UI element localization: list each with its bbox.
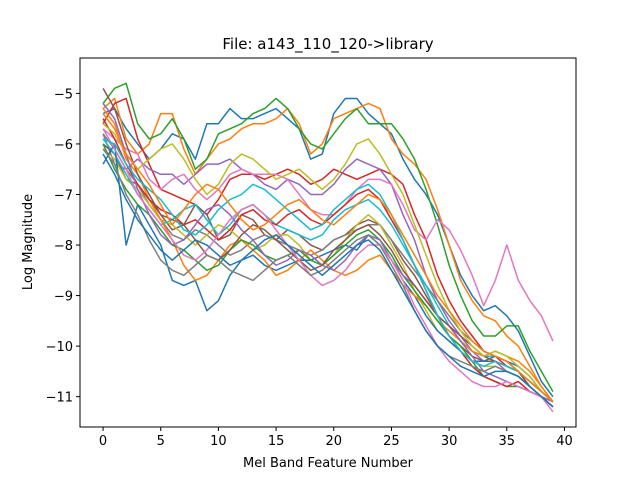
x-tick-label: 40: [556, 434, 573, 449]
series-line-21: [102, 153, 554, 408]
series-line-11: [102, 143, 554, 403]
y-tick-label: −10: [46, 340, 73, 355]
y-tick-label: −9: [54, 290, 73, 305]
y-tick-label: −8: [54, 239, 73, 254]
series-line-3: [102, 82, 554, 392]
x-tick-label: 10: [210, 434, 227, 449]
series-line-18: [102, 148, 554, 408]
chart-title: File: a143_110_120->library: [222, 35, 433, 54]
y-axis-title: Log Magnitude: [21, 194, 36, 290]
x-tick-label: 20: [325, 434, 342, 449]
series-line-7: [102, 128, 554, 342]
plot-lines: [102, 82, 554, 413]
series-line-5: [102, 133, 554, 408]
series-line-20: [102, 138, 554, 403]
x-axis-title: Mel Band Feature Number: [243, 456, 414, 471]
y-tick-label: −11: [46, 391, 73, 406]
series-line-4: [102, 97, 554, 408]
series-line-22: [102, 113, 554, 403]
x-tick-label: 0: [99, 434, 107, 449]
series-line-14: [102, 118, 554, 408]
y-tick-label: −7: [54, 188, 73, 203]
series-line-1: [102, 97, 554, 398]
x-tick-label: 35: [499, 434, 516, 449]
y-axis: −11 −10 −9 −8 −7 −6 −5: [46, 87, 80, 406]
x-tick-label: 15: [268, 434, 285, 449]
x-tick-label: 25: [383, 434, 400, 449]
series-line-17: [102, 128, 554, 413]
x-tick-label: 30: [441, 434, 458, 449]
y-tick-label: −6: [54, 138, 73, 153]
x-axis: 0 5 10 15 20 25 30 35 40: [99, 427, 573, 449]
series-line-2: [102, 97, 554, 403]
plot-frame: [79, 57, 577, 428]
series-line-19: [102, 123, 554, 403]
y-tick-label: −5: [54, 87, 73, 102]
x-tick-label: 5: [157, 434, 165, 449]
